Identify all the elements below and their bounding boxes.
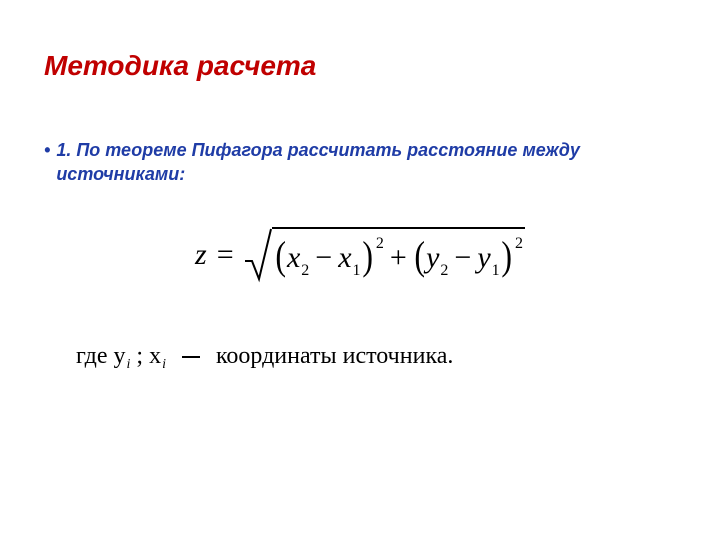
explain-y-sub: i	[127, 357, 131, 372]
open-paren-1: (	[275, 242, 286, 270]
formula-container: z = ( x 2 − x 1 )	[44, 227, 676, 283]
term-x2: x 2	[287, 241, 309, 275]
open-paren-2: (	[414, 242, 425, 270]
bullet-text: 1. По теореме Пифагора рассчитать рассто…	[56, 138, 676, 187]
formula: z = ( x 2 − x 1 )	[195, 227, 525, 283]
close-paren-2: )	[501, 242, 512, 270]
sqrt: ( x 2 − x 1 ) 2 + ( y	[244, 227, 525, 283]
radicand: ( x 2 − x 1 ) 2 + ( y	[272, 227, 525, 283]
equals-sign: =	[217, 238, 234, 272]
power-2: 2	[515, 235, 523, 253]
plus-sign: +	[390, 241, 407, 275]
power-1: 2	[376, 235, 384, 253]
radical-icon	[244, 227, 272, 283]
term-y1: y 1	[477, 241, 499, 275]
explain-x: x	[149, 343, 161, 369]
slide-title: Методика расчета	[44, 50, 676, 82]
explain-y: y	[114, 343, 126, 369]
formula-lhs: z	[195, 238, 207, 272]
explain-prefix: где	[76, 343, 114, 369]
bullet-item: • 1. По теореме Пифагора рассчитать расс…	[44, 138, 676, 187]
close-paren-1: )	[362, 242, 373, 270]
explanation-line: где yi ; xi координаты источника.	[76, 343, 676, 370]
explain-tail: координаты источника.	[216, 343, 453, 369]
bullet-marker: •	[44, 138, 50, 162]
term-y2: y 2	[426, 241, 448, 275]
dash-icon	[182, 356, 200, 358]
explain-sep: ;	[130, 343, 149, 369]
minus-1: −	[315, 241, 332, 275]
explain-x-sub: i	[162, 357, 166, 372]
minus-2: −	[454, 241, 471, 275]
term-x1: x 1	[338, 241, 360, 275]
